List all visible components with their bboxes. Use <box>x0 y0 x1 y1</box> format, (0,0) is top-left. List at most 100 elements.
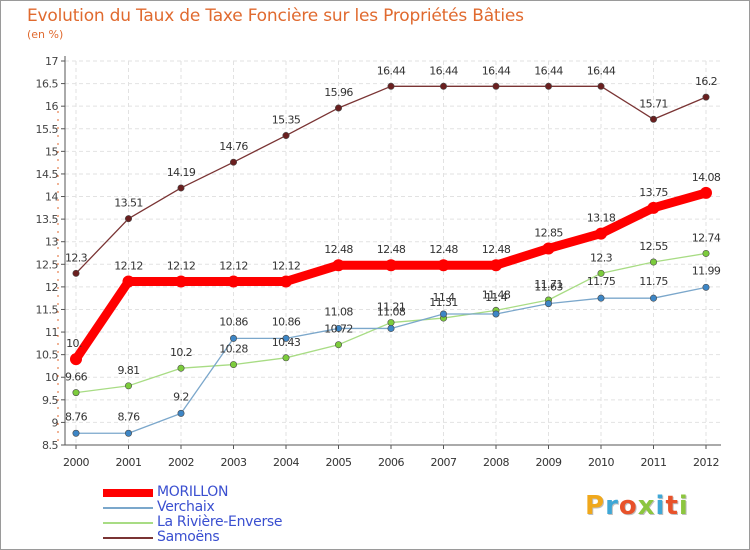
legend-label: MORILLON <box>157 484 229 500</box>
y-tick-label: 15.5 <box>36 123 59 136</box>
data-label-samo-ns: 13.51 <box>114 197 143 210</box>
y-tick-label: 13.5 <box>36 213 59 226</box>
y-tick-label: 11 <box>45 326 58 339</box>
y-tick-label: 16.5 <box>36 78 59 91</box>
y-tick-label: 14 <box>45 191 58 204</box>
data-point-la-rivi-re-enverse <box>702 249 710 257</box>
data-label-samo-ns: 15.71 <box>639 97 668 110</box>
data-label-verchaix: 11.75 <box>587 275 616 288</box>
data-label-la-rivi-re-enverse: 11.48 <box>482 288 511 301</box>
x-tick-label: 2008 <box>483 456 509 469</box>
data-point-verchaix <box>439 310 447 318</box>
data-point-la-rivi-re-enverse <box>597 269 605 277</box>
data-label-la-rivi-re-enverse: 9.81 <box>117 364 139 377</box>
y-tick-label: 17 <box>45 55 58 68</box>
data-label-samo-ns: 15.35 <box>272 114 301 127</box>
x-tick-label: 2007 <box>431 456 457 469</box>
data-label-samo-ns: 16.44 <box>429 64 458 77</box>
data-label-verchaix: 11.08 <box>377 305 406 318</box>
data-label-verchaix: 11.08 <box>324 305 353 318</box>
y-tick-label: 16 <box>45 100 58 113</box>
data-label-morillon: 12.48 <box>429 243 458 256</box>
chart-series <box>70 82 712 437</box>
x-tick-label: 2000 <box>63 456 89 469</box>
data-point-la-rivi-re-enverse <box>334 341 342 349</box>
data-point-verchaix <box>702 283 710 291</box>
y-tick-label: 9.5 <box>42 394 58 407</box>
y-tick-label: 13 <box>45 236 58 249</box>
legend-swatch <box>103 507 153 509</box>
data-point-la-rivi-re-enverse <box>282 354 290 362</box>
logo-letter: P <box>585 491 606 521</box>
data-point-morillon <box>122 275 135 288</box>
legend-swatch <box>103 522 153 524</box>
data-label-la-rivi-re-enverse: 12.55 <box>639 240 668 253</box>
logo-letter: r <box>605 491 619 521</box>
data-label-la-rivi-re-enverse: 10.28 <box>219 343 248 356</box>
data-label-la-rivi-re-enverse: 12.74 <box>692 231 721 244</box>
data-label-verchaix: 11.4 <box>485 291 508 304</box>
data-point-samo-ns <box>72 269 80 277</box>
data-label-la-rivi-re-enverse: 11.21 <box>377 301 406 314</box>
data-point-verchaix <box>387 324 395 332</box>
data-point-samo-ns <box>702 93 710 101</box>
data-point-samo-ns <box>387 82 395 90</box>
data-label-verchaix: 9.2 <box>173 390 189 403</box>
data-point-samo-ns <box>649 115 657 123</box>
logo-letter: i <box>678 491 689 521</box>
legend-label: Verchaix <box>157 499 215 515</box>
x-tick-label: 2009 <box>536 456 562 469</box>
y-tick-label: 10 <box>45 371 58 384</box>
data-point-verchaix <box>597 294 605 302</box>
logo-letter: t <box>665 491 679 521</box>
data-point-verchaix <box>72 429 80 437</box>
data-point-morillon <box>227 275 240 288</box>
x-tick-label: 2011 <box>641 456 667 469</box>
logo-letter: o <box>618 491 638 521</box>
data-label-morillon: 12.12 <box>114 259 143 272</box>
data-point-morillon <box>175 275 187 288</box>
x-tick-label: 2002 <box>168 456 194 469</box>
data-label-morillon: 13.18 <box>587 212 616 225</box>
data-point-verchaix <box>125 429 133 437</box>
y-tick-label: 12.5 <box>36 258 59 271</box>
data-label-la-rivi-re-enverse: 10.2 <box>170 346 192 359</box>
data-point-samo-ns <box>230 158 238 166</box>
legend-swatch <box>103 537 153 539</box>
data-label-verchaix: 8.76 <box>117 410 140 423</box>
y-tick-label: 12 <box>45 281 58 294</box>
data-label-samo-ns: 14.19 <box>167 166 196 179</box>
data-point-morillon <box>280 275 292 288</box>
data-point-verchaix <box>649 294 657 302</box>
data-point-verchaix <box>334 324 342 332</box>
data-label-morillon: 12.85 <box>534 226 563 239</box>
data-point-samo-ns <box>177 184 185 192</box>
data-point-morillon <box>542 242 555 255</box>
proxiti-logo: Proxiti <box>585 491 689 521</box>
y-tick-label: 10.5 <box>36 349 59 362</box>
data-label-samo-ns: 15.96 <box>324 86 353 99</box>
data-label-morillon: 12.12 <box>272 259 301 272</box>
data-label-verchaix: 8.76 <box>65 410 88 423</box>
data-label-verchaix: 11.4 <box>432 291 455 304</box>
data-label-samo-ns: 16.44 <box>534 64 563 77</box>
chart-data-labels: 10. 12.12 12.12 12.12 12.12 12.48 12.48 12.48 12… <box>65 64 721 423</box>
data-label-samo-ns: 16.44 <box>377 64 406 77</box>
data-point-morillon <box>647 201 660 214</box>
data-point-verchaix <box>282 334 290 342</box>
data-point-la-rivi-re-enverse <box>72 389 80 397</box>
data-label-la-rivi-re-enverse: 10.43 <box>272 336 301 349</box>
data-label-la-rivi-re-enverse: 10.72 <box>324 323 353 336</box>
data-point-samo-ns <box>492 82 500 90</box>
x-tick-label: 2001 <box>116 456 142 469</box>
data-label-samo-ns: 14.76 <box>219 140 248 153</box>
data-point-la-rivi-re-enverse <box>125 382 133 390</box>
data-label-verchaix: 11.99 <box>692 264 721 277</box>
data-label-morillon: 10. <box>66 337 82 350</box>
data-point-verchaix <box>230 334 238 342</box>
data-point-morillon <box>385 259 397 272</box>
data-label-verchaix: 11.75 <box>639 275 668 288</box>
data-label-samo-ns: 16.44 <box>482 64 511 77</box>
